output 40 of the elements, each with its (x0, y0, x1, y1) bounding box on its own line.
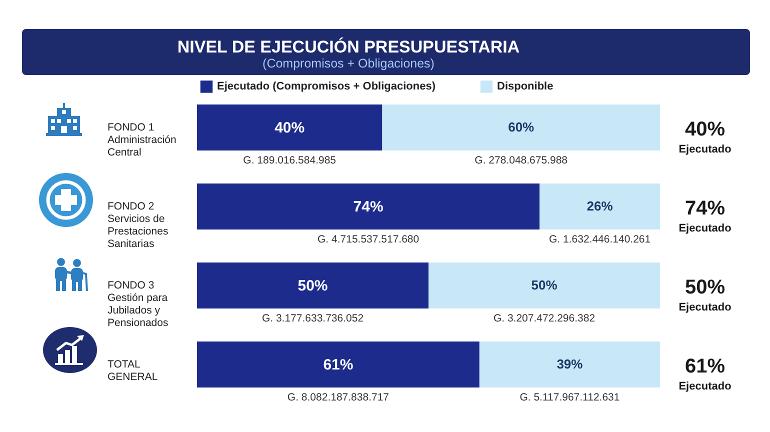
bar (428, 262, 660, 308)
data-label: 60% (508, 120, 535, 134)
text: Ejecutado (678, 380, 732, 392)
annotation: G. 189.016.584.985 (243, 154, 336, 166)
annotation: G. 3.207.472.296.382 (493, 312, 596, 324)
bar (197, 262, 428, 308)
y-tick-label: FONDO 1 Administración Central (108, 122, 177, 158)
data-label: 74% (353, 198, 384, 216)
annotation: G. 8.082.187.838.717 (287, 392, 390, 404)
data-label: 61% (323, 356, 354, 374)
text: Ejecutado (678, 302, 732, 314)
data-label: 50% (298, 278, 328, 294)
y-tick-label: TOTAL GENERAL (108, 358, 158, 383)
legend-label: Disponible (497, 80, 554, 93)
bar (197, 342, 480, 388)
text: 61% (684, 356, 726, 378)
text: 40% (684, 118, 726, 140)
data-label: 40% (274, 120, 305, 136)
data-label: 50% (531, 278, 558, 292)
chart-title: NIVEL DE EJECUCIÓN PRESUPUESTARIA (177, 36, 520, 56)
chart-subtitle: (Compromisos + Obligaciones) (262, 56, 434, 70)
text: 50% (684, 276, 726, 298)
data-label: 26% (586, 198, 614, 214)
annotation: G. 1.632.446.140.261 (549, 234, 651, 246)
data-label: 39% (556, 356, 584, 372)
annotation: G. 278.048.675.988 (474, 154, 568, 166)
annotation: G. 3.177.633.736.052 (262, 312, 364, 324)
y-tick-label: FONDO 3 Gestión para Jubilados y Pensionados (108, 280, 168, 329)
text: 74% (684, 198, 726, 220)
y-tick-label: FONDO 2 Servicios de Prestaciones Sanitarias (108, 200, 168, 250)
text: Ejecutado (678, 222, 732, 234)
text: Ejecutado (678, 144, 732, 156)
annotation: G. 5.117.967.112.631 (520, 392, 620, 404)
bar (382, 104, 660, 150)
bar (197, 104, 382, 150)
bar (197, 184, 540, 230)
bar (479, 342, 660, 388)
bar (540, 184, 660, 230)
legend-label: Ejecutado (Compromisos + Obligaciones) (217, 80, 436, 93)
annotation: G. 4.715.537.517.680 (318, 234, 420, 246)
